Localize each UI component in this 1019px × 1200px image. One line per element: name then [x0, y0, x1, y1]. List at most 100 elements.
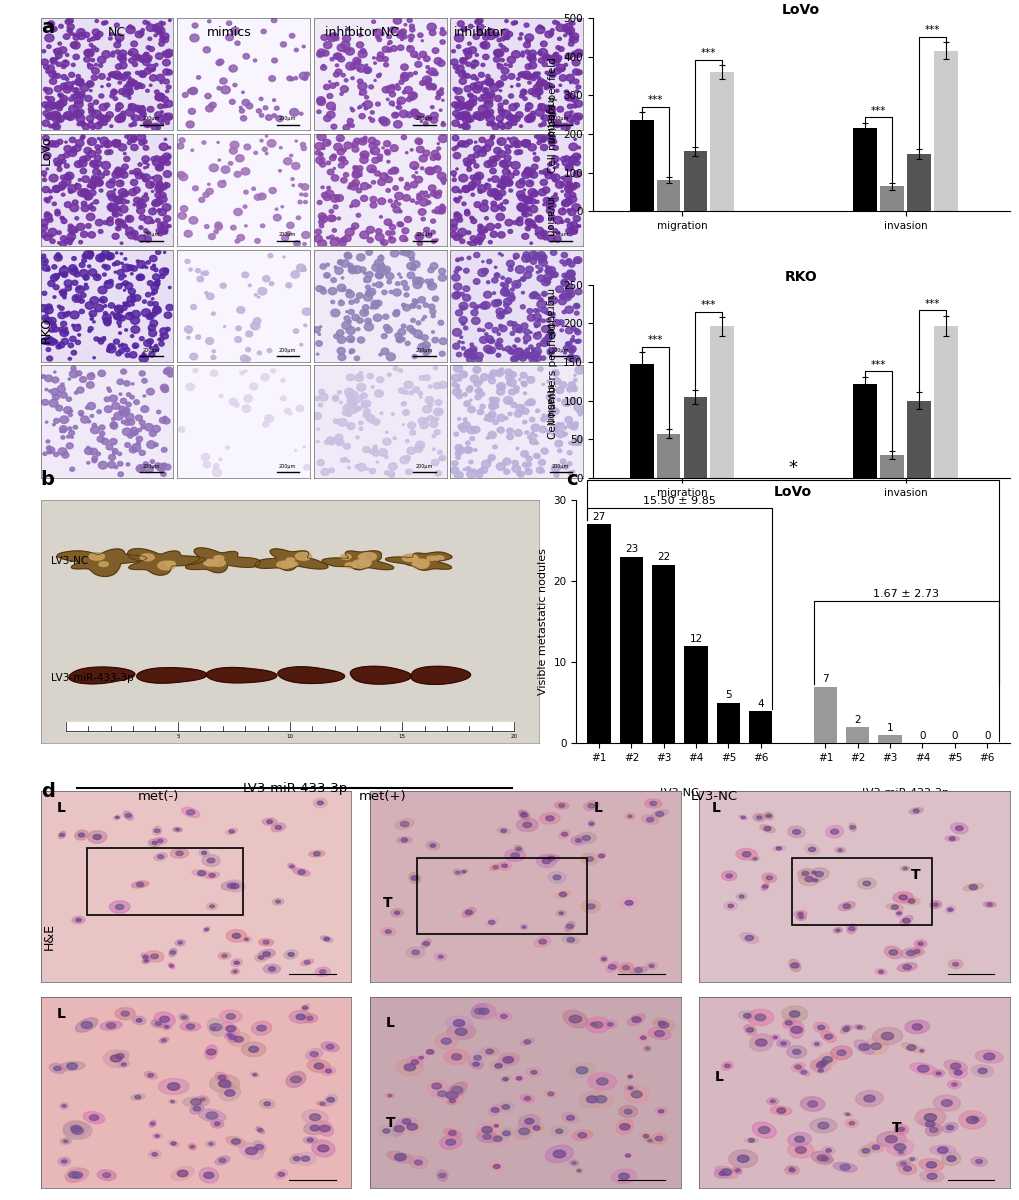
Circle shape [118, 144, 126, 151]
Circle shape [216, 60, 222, 66]
Circle shape [407, 46, 414, 52]
Circle shape [403, 402, 406, 404]
Circle shape [204, 1172, 214, 1178]
Circle shape [547, 71, 554, 77]
Circle shape [477, 241, 481, 245]
Circle shape [347, 404, 353, 408]
Ellipse shape [386, 1151, 414, 1163]
Circle shape [557, 209, 566, 215]
Circle shape [508, 182, 512, 185]
Circle shape [397, 30, 405, 36]
Circle shape [127, 76, 130, 79]
Circle shape [343, 235, 351, 241]
Circle shape [397, 274, 400, 275]
Circle shape [42, 186, 50, 193]
Circle shape [537, 96, 540, 100]
Circle shape [494, 266, 496, 269]
Circle shape [46, 440, 50, 443]
Circle shape [42, 292, 47, 295]
Circle shape [543, 197, 550, 203]
Circle shape [737, 1156, 748, 1163]
Circle shape [416, 146, 424, 152]
Circle shape [344, 253, 352, 259]
Circle shape [153, 28, 158, 32]
Circle shape [541, 122, 546, 126]
Circle shape [549, 54, 558, 62]
Circle shape [272, 98, 275, 102]
Ellipse shape [377, 1126, 394, 1136]
Circle shape [344, 388, 354, 396]
Circle shape [400, 838, 407, 842]
Circle shape [474, 142, 477, 143]
Circle shape [246, 331, 253, 337]
Circle shape [379, 173, 388, 180]
Circle shape [525, 103, 532, 109]
Circle shape [275, 208, 277, 210]
Circle shape [132, 431, 138, 434]
Circle shape [503, 302, 508, 307]
Circle shape [151, 312, 157, 317]
Circle shape [103, 318, 111, 324]
Circle shape [516, 404, 524, 412]
Circle shape [122, 73, 127, 77]
Circle shape [41, 59, 48, 65]
Circle shape [68, 97, 73, 101]
Circle shape [470, 302, 476, 307]
Circle shape [42, 314, 49, 320]
Circle shape [455, 259, 458, 262]
Circle shape [317, 802, 323, 805]
Circle shape [70, 410, 72, 413]
Circle shape [178, 942, 182, 944]
Circle shape [341, 277, 343, 280]
Circle shape [162, 229, 167, 234]
Circle shape [438, 208, 445, 214]
Circle shape [124, 282, 132, 289]
Circle shape [331, 175, 338, 181]
Circle shape [492, 445, 496, 449]
Circle shape [495, 406, 498, 408]
Ellipse shape [262, 818, 276, 826]
Circle shape [160, 384, 168, 391]
Circle shape [452, 388, 461, 396]
Circle shape [558, 74, 567, 82]
Circle shape [329, 210, 333, 214]
Circle shape [485, 348, 492, 354]
Circle shape [410, 96, 414, 100]
Circle shape [224, 1090, 234, 1097]
Circle shape [143, 179, 147, 182]
Circle shape [520, 204, 528, 211]
Ellipse shape [547, 871, 566, 883]
Circle shape [510, 137, 518, 144]
Ellipse shape [409, 1157, 427, 1169]
Circle shape [936, 1147, 947, 1153]
Circle shape [371, 300, 379, 307]
Circle shape [150, 1122, 155, 1126]
Ellipse shape [316, 1121, 333, 1136]
Ellipse shape [900, 866, 909, 871]
Circle shape [93, 169, 100, 175]
Circle shape [149, 330, 157, 336]
Circle shape [155, 218, 160, 222]
Circle shape [946, 1126, 953, 1129]
Circle shape [42, 49, 46, 53]
Circle shape [410, 149, 413, 151]
Circle shape [569, 38, 574, 42]
Circle shape [541, 28, 543, 29]
Circle shape [104, 140, 112, 148]
Circle shape [163, 216, 170, 222]
Circle shape [54, 73, 60, 78]
Circle shape [118, 332, 121, 335]
Circle shape [364, 107, 367, 110]
Ellipse shape [813, 1068, 826, 1073]
Circle shape [121, 420, 125, 424]
Circle shape [574, 49, 583, 56]
Circle shape [276, 115, 283, 121]
Circle shape [541, 278, 550, 286]
Ellipse shape [611, 1169, 636, 1183]
Circle shape [178, 427, 184, 432]
Circle shape [47, 96, 54, 102]
Bar [656, 434, 680, 478]
Circle shape [161, 448, 167, 452]
Text: 200μm: 200μm [278, 348, 296, 353]
Circle shape [154, 156, 159, 160]
